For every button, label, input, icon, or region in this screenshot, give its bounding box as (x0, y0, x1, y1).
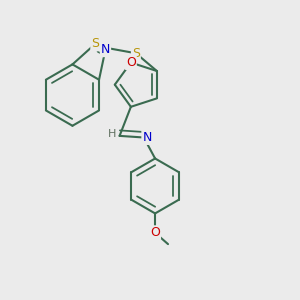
Text: H: H (108, 129, 117, 139)
Text: N: N (101, 43, 110, 56)
Text: S: S (91, 38, 99, 50)
Text: O: O (150, 226, 160, 239)
Text: S: S (132, 47, 140, 60)
Text: N: N (142, 131, 152, 144)
Text: O: O (126, 56, 136, 69)
